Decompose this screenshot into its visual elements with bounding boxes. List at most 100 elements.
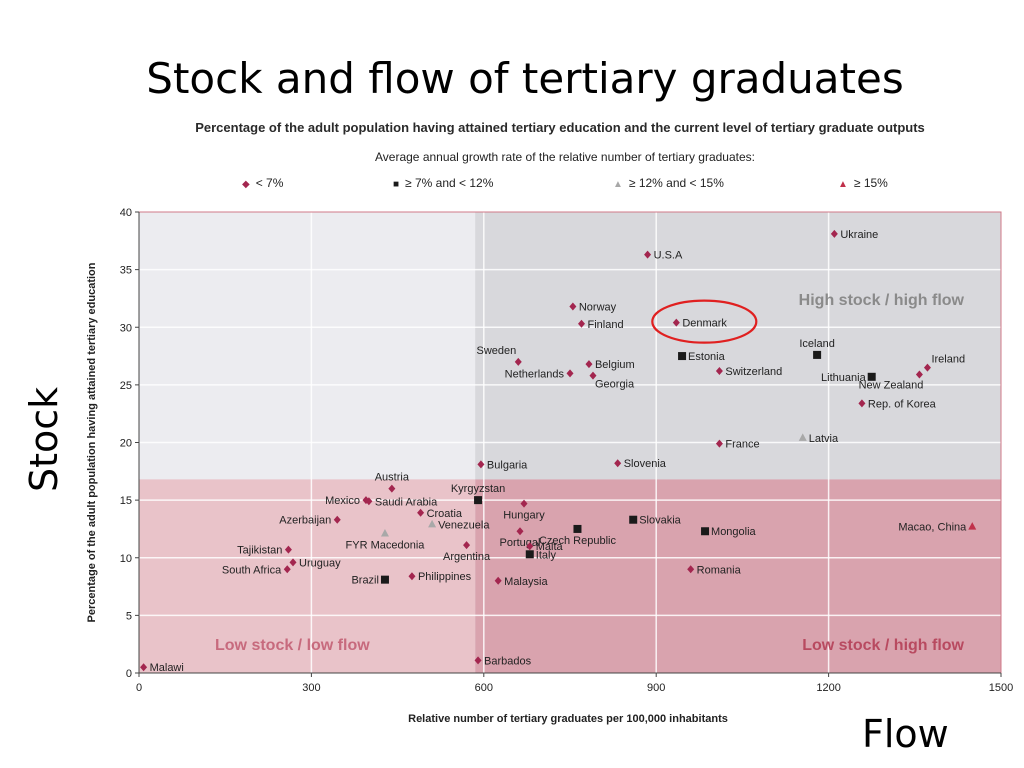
- point-label: Slovakia: [639, 515, 681, 527]
- legend-label: ≥ 7% and < 12%: [405, 176, 494, 190]
- y-tick-label: 10: [120, 553, 132, 565]
- point-label: Croatia: [427, 508, 463, 520]
- point-label: Mongolia: [711, 526, 757, 538]
- point-label: Malta: [536, 541, 564, 553]
- diamond-marker: [514, 357, 522, 366]
- diamond-marker: [569, 302, 577, 311]
- point-label: Uruguay: [299, 557, 341, 569]
- y-tick-label: 5: [126, 610, 132, 622]
- diamond-marker: [715, 439, 723, 448]
- quadrant-label-high-high: High stock / high flow: [799, 292, 965, 309]
- point-label: France: [725, 439, 759, 451]
- point-label: Saudi Arabia: [375, 496, 438, 508]
- diamond-marker: [526, 542, 534, 551]
- y-tick-label: 40: [120, 207, 132, 219]
- point-label: Rep. of Korea: [868, 398, 937, 410]
- point-label: Portugal: [500, 537, 541, 549]
- diamond-marker: [715, 367, 723, 376]
- diamond-marker: [494, 576, 502, 585]
- square-marker: [573, 524, 582, 533]
- square-marker: [701, 527, 710, 536]
- point-label: Azerbaijan: [279, 515, 331, 527]
- square-marker: [629, 515, 638, 524]
- point-label: Ukraine: [840, 229, 878, 241]
- diamond-marker: [644, 250, 652, 259]
- y-tick-label: 15: [120, 495, 132, 507]
- diamond-marker: [463, 541, 471, 550]
- point-label: Bulgaria: [487, 459, 528, 471]
- point-label: Belgium: [595, 359, 635, 371]
- triangle-marker: [798, 433, 807, 441]
- diamond-marker: [687, 565, 695, 574]
- point-label: Czech Republic: [539, 535, 617, 547]
- point-label: Sweden: [477, 345, 517, 357]
- point-label: U.S.A: [654, 250, 683, 262]
- diamond-marker: [520, 499, 528, 508]
- square-marker: [678, 352, 687, 361]
- diamond-marker: [566, 369, 574, 378]
- point-label: Italy: [536, 549, 557, 561]
- point-label: Kyrgyzstan: [451, 483, 505, 495]
- point-label: Ireland: [931, 354, 965, 366]
- x-tick-label: 1500: [989, 682, 1013, 694]
- diamond-marker: [140, 663, 148, 672]
- triangle-marker: [968, 522, 977, 530]
- point-label: Brazil: [351, 575, 379, 587]
- x-tick-label: 1200: [816, 682, 840, 694]
- point-label: Slovenia: [624, 458, 667, 470]
- point-label: Tajikistan: [237, 545, 282, 557]
- diamond-marker: [477, 460, 485, 469]
- square-marker: [474, 496, 483, 505]
- diamond-marker: [284, 545, 292, 554]
- y-tick-label: 25: [120, 380, 132, 392]
- legend-item-12to15: ▲ ≥ 12% and < 15%: [613, 176, 724, 190]
- y-axis-title: Percentage of the adult population havin…: [86, 262, 98, 622]
- point-label: Iceland: [799, 338, 834, 350]
- stock-label: Stock: [22, 386, 66, 492]
- point-label: Austria: [375, 472, 410, 484]
- quadrant-label-low-low: Low stock / low flow: [215, 637, 370, 654]
- point-label: Denmark: [682, 318, 727, 330]
- point-label: Estonia: [688, 351, 726, 363]
- diamond-marker: [915, 370, 923, 379]
- point-label: South Africa: [222, 564, 282, 576]
- square-marker: [813, 350, 822, 359]
- point-label: Lithuania: [821, 372, 867, 384]
- legend-label: ≥ 15%: [853, 176, 888, 190]
- flow-label: Flow: [862, 712, 949, 756]
- chart-title: Percentage of the adult population havin…: [195, 120, 925, 135]
- diamond-marker: [672, 318, 680, 327]
- quadrant-high-high: [475, 212, 1001, 480]
- point-label: Macao, China: [898, 522, 967, 534]
- x-tick-label: 300: [302, 682, 320, 694]
- point-label: Georgia: [595, 379, 635, 391]
- legend-title: Average annual growth rate of the relati…: [375, 150, 755, 164]
- point-label: Romania: [697, 564, 742, 576]
- point-label: FYR Macedonia: [346, 540, 426, 552]
- point-label: Norway: [579, 302, 617, 314]
- point-label: New Zealand: [859, 380, 924, 392]
- legend-item-lt7: ◆ < 7%: [242, 176, 283, 190]
- point-label: Philippines: [418, 571, 472, 583]
- point-label: Hungary: [503, 510, 545, 522]
- point-label: Argentina: [443, 551, 491, 563]
- y-tick-label: 20: [120, 438, 132, 450]
- diamond-marker: [388, 484, 396, 493]
- diamond-marker: [585, 360, 593, 369]
- triangle-icon: ▲: [838, 179, 848, 190]
- diamond-marker: [923, 363, 931, 372]
- square-marker: [380, 575, 389, 584]
- diamond-marker: [474, 656, 482, 665]
- quadrant-label-low-high: Low stock / high flow: [802, 637, 964, 654]
- point-label: Malaysia: [504, 576, 548, 588]
- square-icon: ■: [393, 179, 400, 190]
- diamond-marker: [614, 459, 622, 468]
- point-label: Netherlands: [505, 368, 565, 380]
- diamond-marker: [830, 229, 838, 238]
- triangle-icon: ▲: [613, 179, 623, 190]
- x-axis-title: Relative number of tertiary graduates pe…: [408, 713, 728, 725]
- quadrant-low-high: [475, 479, 1001, 673]
- square-marker: [525, 550, 534, 559]
- point-label: Malawi: [150, 662, 184, 674]
